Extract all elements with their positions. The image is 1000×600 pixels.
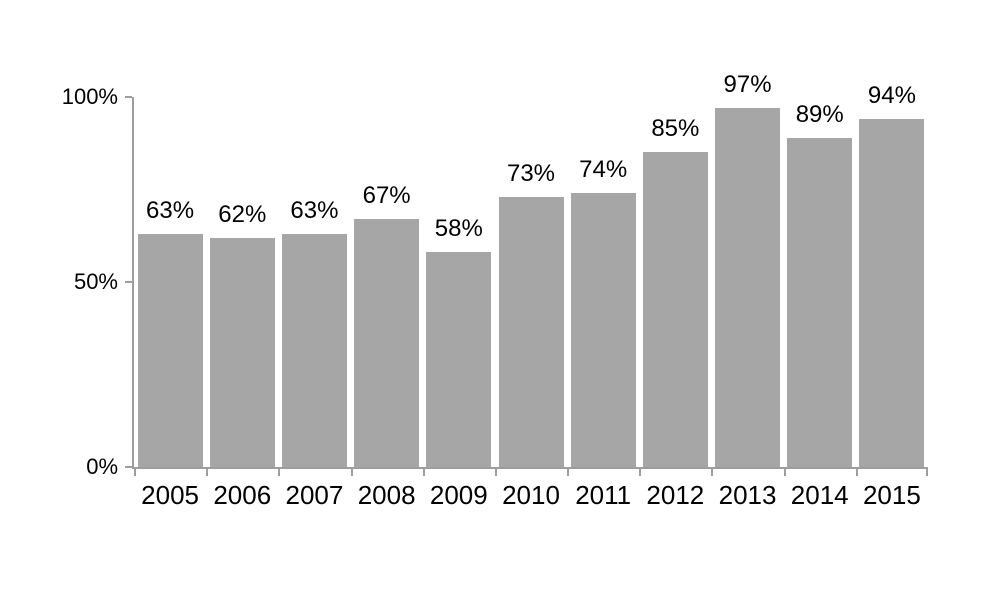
bar: [642, 152, 708, 467]
bar: [715, 108, 781, 467]
y-axis-tick-label: 0%: [86, 454, 118, 479]
bar: [281, 234, 347, 467]
x-axis-tick: [206, 469, 208, 476]
bar: [137, 234, 203, 467]
y-axis-tick-label: 100%: [61, 84, 118, 109]
bar-value-label: 74%: [579, 156, 628, 183]
x-axis-tick: [278, 469, 280, 476]
x-axis-tick: [423, 469, 425, 476]
x-axis-tick-label: 2012: [646, 480, 705, 510]
x-axis-tick: [856, 469, 858, 476]
bar: [859, 119, 925, 467]
x-axis-tick-label: 2006: [213, 480, 272, 510]
x-axis-tick-label: 2013: [718, 480, 777, 510]
x-axis-tick-label: 2011: [575, 480, 632, 510]
x-axis-tick-label: 2007: [285, 480, 344, 510]
bar-value-label: 97%: [723, 71, 772, 98]
x-axis-tick: [784, 469, 786, 476]
x-axis-tick: [567, 469, 569, 476]
bar-value-label: 94%: [867, 82, 916, 109]
bar-value-label: 62%: [218, 201, 267, 228]
y-axis-tick: [125, 96, 132, 98]
x-axis-tick-label: 2008: [357, 480, 416, 510]
x-axis-tick: [711, 469, 713, 476]
bar: [570, 193, 636, 467]
x-axis-tick-label: 2015: [862, 480, 921, 510]
x-axis-tick: [351, 469, 353, 476]
bar-value-label: 63%: [146, 197, 195, 224]
bar-value-label: 67%: [362, 182, 411, 209]
x-axis-tick-label: 2010: [502, 480, 560, 510]
bar-value-label: 73%: [506, 160, 556, 187]
bar-value-label: 58%: [434, 215, 483, 242]
x-axis-tick-label: 2005: [141, 480, 199, 510]
bar: [426, 252, 492, 467]
x-axis-tick: [926, 469, 928, 476]
x-axis-tick: [495, 469, 497, 476]
bar-value-label: 85%: [651, 115, 700, 142]
y-axis-tick: [125, 466, 132, 468]
y-axis-tick: [125, 281, 132, 283]
bar: [354, 219, 420, 467]
x-axis-tick-label: 2009: [429, 480, 488, 510]
bar-value-label: 89%: [795, 101, 844, 128]
x-axis-tick: [134, 469, 136, 476]
bar: [498, 197, 564, 467]
bar-value-label: 63%: [290, 197, 339, 224]
plot-area: 63% 2005 62% 2006 63% 2007 67% 2008 58% 2009 73% 20…: [62, 73, 928, 509]
x-axis-tick-label: 2014: [790, 480, 849, 510]
x-axis-tick: [639, 469, 641, 476]
bar: [209, 238, 275, 467]
bar: [787, 138, 853, 467]
y-axis-tick-label: 50%: [73, 269, 118, 294]
